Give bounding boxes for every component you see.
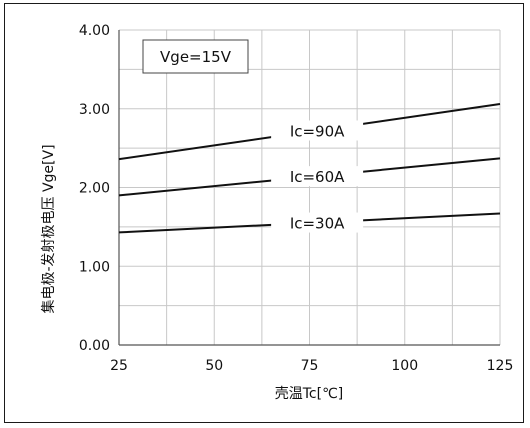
axes <box>118 30 500 346</box>
series-label-1: Ic=90A <box>290 122 345 140</box>
y-tick-label: 0.00 <box>79 338 110 354</box>
tick-labels: 0.00 1.00 2.00 3.00 4.00 25 50 75 100 125 <box>79 23 514 374</box>
y-tick-label: 2.00 <box>79 181 110 197</box>
y-tick-label: 3.00 <box>79 102 110 118</box>
series-label-bg <box>271 120 364 141</box>
series-label-2: Ic=60A <box>290 168 345 186</box>
x-tick-label: 50 <box>205 358 223 374</box>
grid <box>119 29 501 345</box>
x-tick-label: 75 <box>301 358 319 374</box>
chart-frame <box>4 3 524 423</box>
legend-box: Vge=15V <box>142 39 249 74</box>
x-tick-label: 125 <box>487 358 514 374</box>
y-tick-label: 4.00 <box>79 23 110 39</box>
series-label-bg <box>271 166 364 187</box>
series-label-3: Ic=30A <box>290 215 345 233</box>
x-tick-label: 25 <box>110 358 128 374</box>
series-group: Ic=90A Ic=60A Ic=30A <box>118 103 501 234</box>
x-tick-label: 100 <box>391 358 418 374</box>
y-axis-label: 集电极-发射极电压 Vge[V] <box>40 144 57 313</box>
legend-label: Vge=15V <box>160 48 232 66</box>
y-tick-label: 1.00 <box>79 259 110 275</box>
series-label-bg <box>271 212 364 233</box>
x-axis-label: 壳温Tc[℃] <box>275 385 344 402</box>
